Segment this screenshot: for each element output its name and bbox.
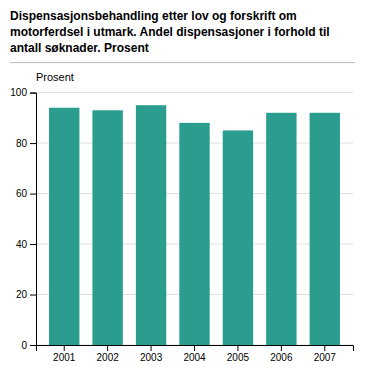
tick-mark (194, 345, 195, 351)
bar (179, 123, 209, 345)
x-axis: 2001 2002 2003 2004 2005 2006 2007 (37, 345, 354, 363)
chart: Dispensasjonsbehandling etter lov og for… (0, 0, 365, 371)
tick: 2001 (53, 345, 76, 363)
y-axis: 0 20 40 60 80 100 (10, 87, 36, 350)
axis-domain (37, 346, 354, 352)
tick-mark (30, 143, 36, 144)
tick: 2002 (97, 345, 120, 363)
tick-mark (30, 244, 36, 245)
title: Dispensasjonsbehandling etter lov og for… (10, 9, 330, 55)
tick-label: 60 (16, 188, 28, 199)
bar (266, 113, 296, 345)
bar (223, 130, 253, 345)
grid (36, 93, 353, 345)
tick-mark (64, 345, 65, 351)
title-line: motorferdsel i utmark. Andel dispensasjo… (10, 25, 330, 39)
tick-label: 0 (21, 340, 27, 351)
bar (49, 108, 79, 345)
tick-label: 2004 (183, 352, 206, 363)
tick: 2006 (270, 345, 293, 363)
tick: 2007 (314, 345, 337, 363)
tick-label: 100 (10, 87, 27, 98)
tick: 100 (10, 87, 36, 98)
separator (10, 62, 355, 63)
tick-mark (151, 345, 152, 351)
tick-label: 2006 (270, 352, 293, 363)
tick-mark (107, 345, 108, 351)
tick: 2003 (140, 345, 163, 363)
title-line: antall søknader. Prosent (10, 41, 149, 55)
bar (92, 110, 122, 345)
tick: 60 (16, 188, 36, 199)
tick-label: 80 (16, 138, 28, 149)
tick-mark (281, 345, 282, 351)
tick-label: 2002 (97, 352, 120, 363)
tick: 20 (16, 289, 36, 300)
bar (310, 113, 340, 345)
tick-mark (324, 345, 325, 351)
tick: 0 (21, 340, 36, 351)
title-line: Dispensasjonsbehandling etter lov og for… (10, 9, 297, 23)
axis-domain (30, 93, 37, 345)
tick-mark (30, 93, 36, 94)
tick: 2004 (183, 345, 206, 363)
tick-label: 40 (16, 239, 28, 250)
tick: 2005 (227, 345, 250, 363)
tick-label: 2001 (53, 352, 76, 363)
tick-mark (237, 345, 238, 351)
bar (136, 105, 166, 345)
tick-mark (30, 194, 36, 195)
tick-label: 2007 (314, 352, 337, 363)
y-axis-label: Prosent (36, 71, 74, 83)
plot: 0 20 40 60 80 100 2001 2002 2003 2004 2005 2006 2007 (10, 87, 353, 363)
marks (49, 105, 340, 345)
tick-label: 20 (16, 289, 28, 300)
tick-label: 2005 (227, 352, 250, 363)
grid-line (36, 92, 353, 93)
tick: 80 (16, 138, 36, 149)
tick-mark (30, 295, 36, 296)
tick-label: 2003 (140, 352, 163, 363)
tick: 40 (16, 239, 36, 250)
tick-mark (30, 345, 36, 346)
